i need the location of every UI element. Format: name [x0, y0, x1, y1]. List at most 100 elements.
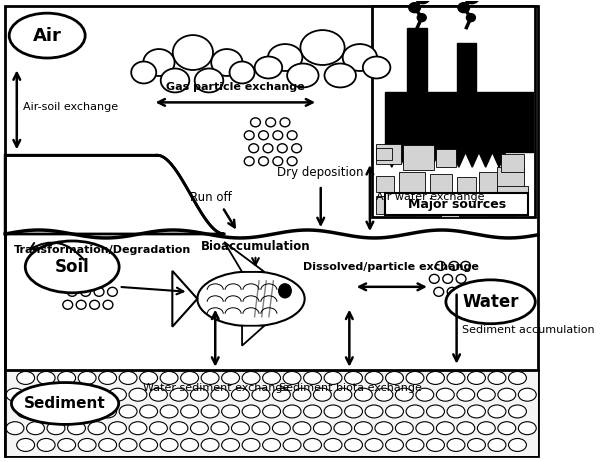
- Ellipse shape: [461, 261, 470, 270]
- Ellipse shape: [304, 438, 322, 451]
- Ellipse shape: [181, 371, 199, 384]
- Ellipse shape: [17, 438, 35, 451]
- Ellipse shape: [385, 405, 404, 418]
- Ellipse shape: [58, 405, 76, 418]
- Polygon shape: [172, 271, 198, 327]
- Ellipse shape: [385, 371, 404, 384]
- Ellipse shape: [119, 438, 137, 451]
- Ellipse shape: [99, 371, 116, 384]
- Bar: [441, 200, 459, 217]
- Text: Water: Water: [462, 293, 519, 311]
- Ellipse shape: [129, 422, 147, 435]
- Ellipse shape: [259, 157, 268, 166]
- Polygon shape: [224, 242, 264, 272]
- Ellipse shape: [436, 422, 454, 435]
- Bar: [371, 6, 535, 217]
- Bar: [5, 155, 157, 234]
- Ellipse shape: [427, 371, 444, 384]
- Ellipse shape: [416, 0, 430, 4]
- Ellipse shape: [334, 422, 352, 435]
- Ellipse shape: [406, 405, 424, 418]
- Ellipse shape: [324, 63, 356, 87]
- Ellipse shape: [436, 388, 454, 401]
- Ellipse shape: [447, 405, 465, 418]
- Ellipse shape: [76, 300, 86, 309]
- Ellipse shape: [345, 438, 362, 451]
- Bar: [501, 154, 524, 172]
- Ellipse shape: [278, 144, 287, 153]
- Ellipse shape: [27, 388, 44, 401]
- Ellipse shape: [355, 422, 372, 435]
- Ellipse shape: [283, 405, 301, 418]
- Ellipse shape: [139, 438, 158, 451]
- Ellipse shape: [88, 388, 106, 401]
- Ellipse shape: [173, 35, 213, 70]
- Ellipse shape: [181, 438, 199, 451]
- Polygon shape: [242, 326, 264, 346]
- Ellipse shape: [132, 61, 156, 84]
- Ellipse shape: [287, 157, 297, 166]
- Ellipse shape: [498, 388, 516, 401]
- Ellipse shape: [468, 405, 485, 418]
- Ellipse shape: [211, 422, 229, 435]
- Ellipse shape: [447, 438, 465, 451]
- Text: Sediment accumulation: Sediment accumulation: [462, 325, 594, 334]
- Ellipse shape: [47, 422, 65, 435]
- Text: Soil: Soil: [55, 258, 90, 276]
- Text: Gas particle exchange: Gas particle exchange: [167, 82, 305, 92]
- Ellipse shape: [508, 438, 527, 451]
- Bar: [5, 370, 538, 456]
- Ellipse shape: [508, 405, 527, 418]
- Ellipse shape: [150, 388, 167, 401]
- Ellipse shape: [345, 371, 362, 384]
- Ellipse shape: [37, 438, 55, 451]
- Ellipse shape: [283, 438, 301, 451]
- Ellipse shape: [67, 287, 77, 296]
- Ellipse shape: [252, 422, 270, 435]
- Ellipse shape: [280, 118, 290, 127]
- Ellipse shape: [498, 422, 516, 435]
- Ellipse shape: [99, 405, 116, 418]
- Ellipse shape: [375, 422, 393, 435]
- Ellipse shape: [468, 371, 485, 384]
- Ellipse shape: [27, 422, 44, 435]
- Ellipse shape: [150, 422, 167, 435]
- Ellipse shape: [313, 422, 331, 435]
- Ellipse shape: [345, 405, 362, 418]
- Ellipse shape: [434, 287, 444, 296]
- Ellipse shape: [161, 68, 189, 92]
- Bar: [418, 194, 439, 214]
- Ellipse shape: [304, 405, 322, 418]
- Ellipse shape: [324, 405, 342, 418]
- Ellipse shape: [293, 422, 311, 435]
- Ellipse shape: [436, 261, 445, 270]
- Ellipse shape: [427, 438, 444, 451]
- Ellipse shape: [250, 118, 261, 127]
- Text: Bioaccumulation: Bioaccumulation: [201, 240, 310, 254]
- Ellipse shape: [6, 388, 24, 401]
- Ellipse shape: [47, 388, 65, 401]
- Ellipse shape: [249, 144, 259, 153]
- Bar: [430, 174, 452, 192]
- Ellipse shape: [170, 388, 188, 401]
- Ellipse shape: [355, 388, 372, 401]
- Ellipse shape: [468, 438, 485, 451]
- Ellipse shape: [301, 30, 345, 65]
- Ellipse shape: [242, 405, 260, 418]
- Ellipse shape: [418, 14, 426, 22]
- Ellipse shape: [195, 68, 223, 92]
- Ellipse shape: [304, 371, 322, 384]
- Ellipse shape: [409, 3, 421, 12]
- Ellipse shape: [139, 371, 158, 384]
- Ellipse shape: [456, 274, 466, 283]
- Ellipse shape: [17, 405, 35, 418]
- Ellipse shape: [375, 388, 393, 401]
- Ellipse shape: [211, 388, 229, 401]
- Ellipse shape: [231, 422, 249, 435]
- Ellipse shape: [25, 241, 119, 293]
- Ellipse shape: [76, 274, 86, 283]
- Ellipse shape: [160, 405, 178, 418]
- Text: Run off: Run off: [190, 191, 231, 204]
- Ellipse shape: [406, 438, 424, 451]
- Ellipse shape: [416, 422, 434, 435]
